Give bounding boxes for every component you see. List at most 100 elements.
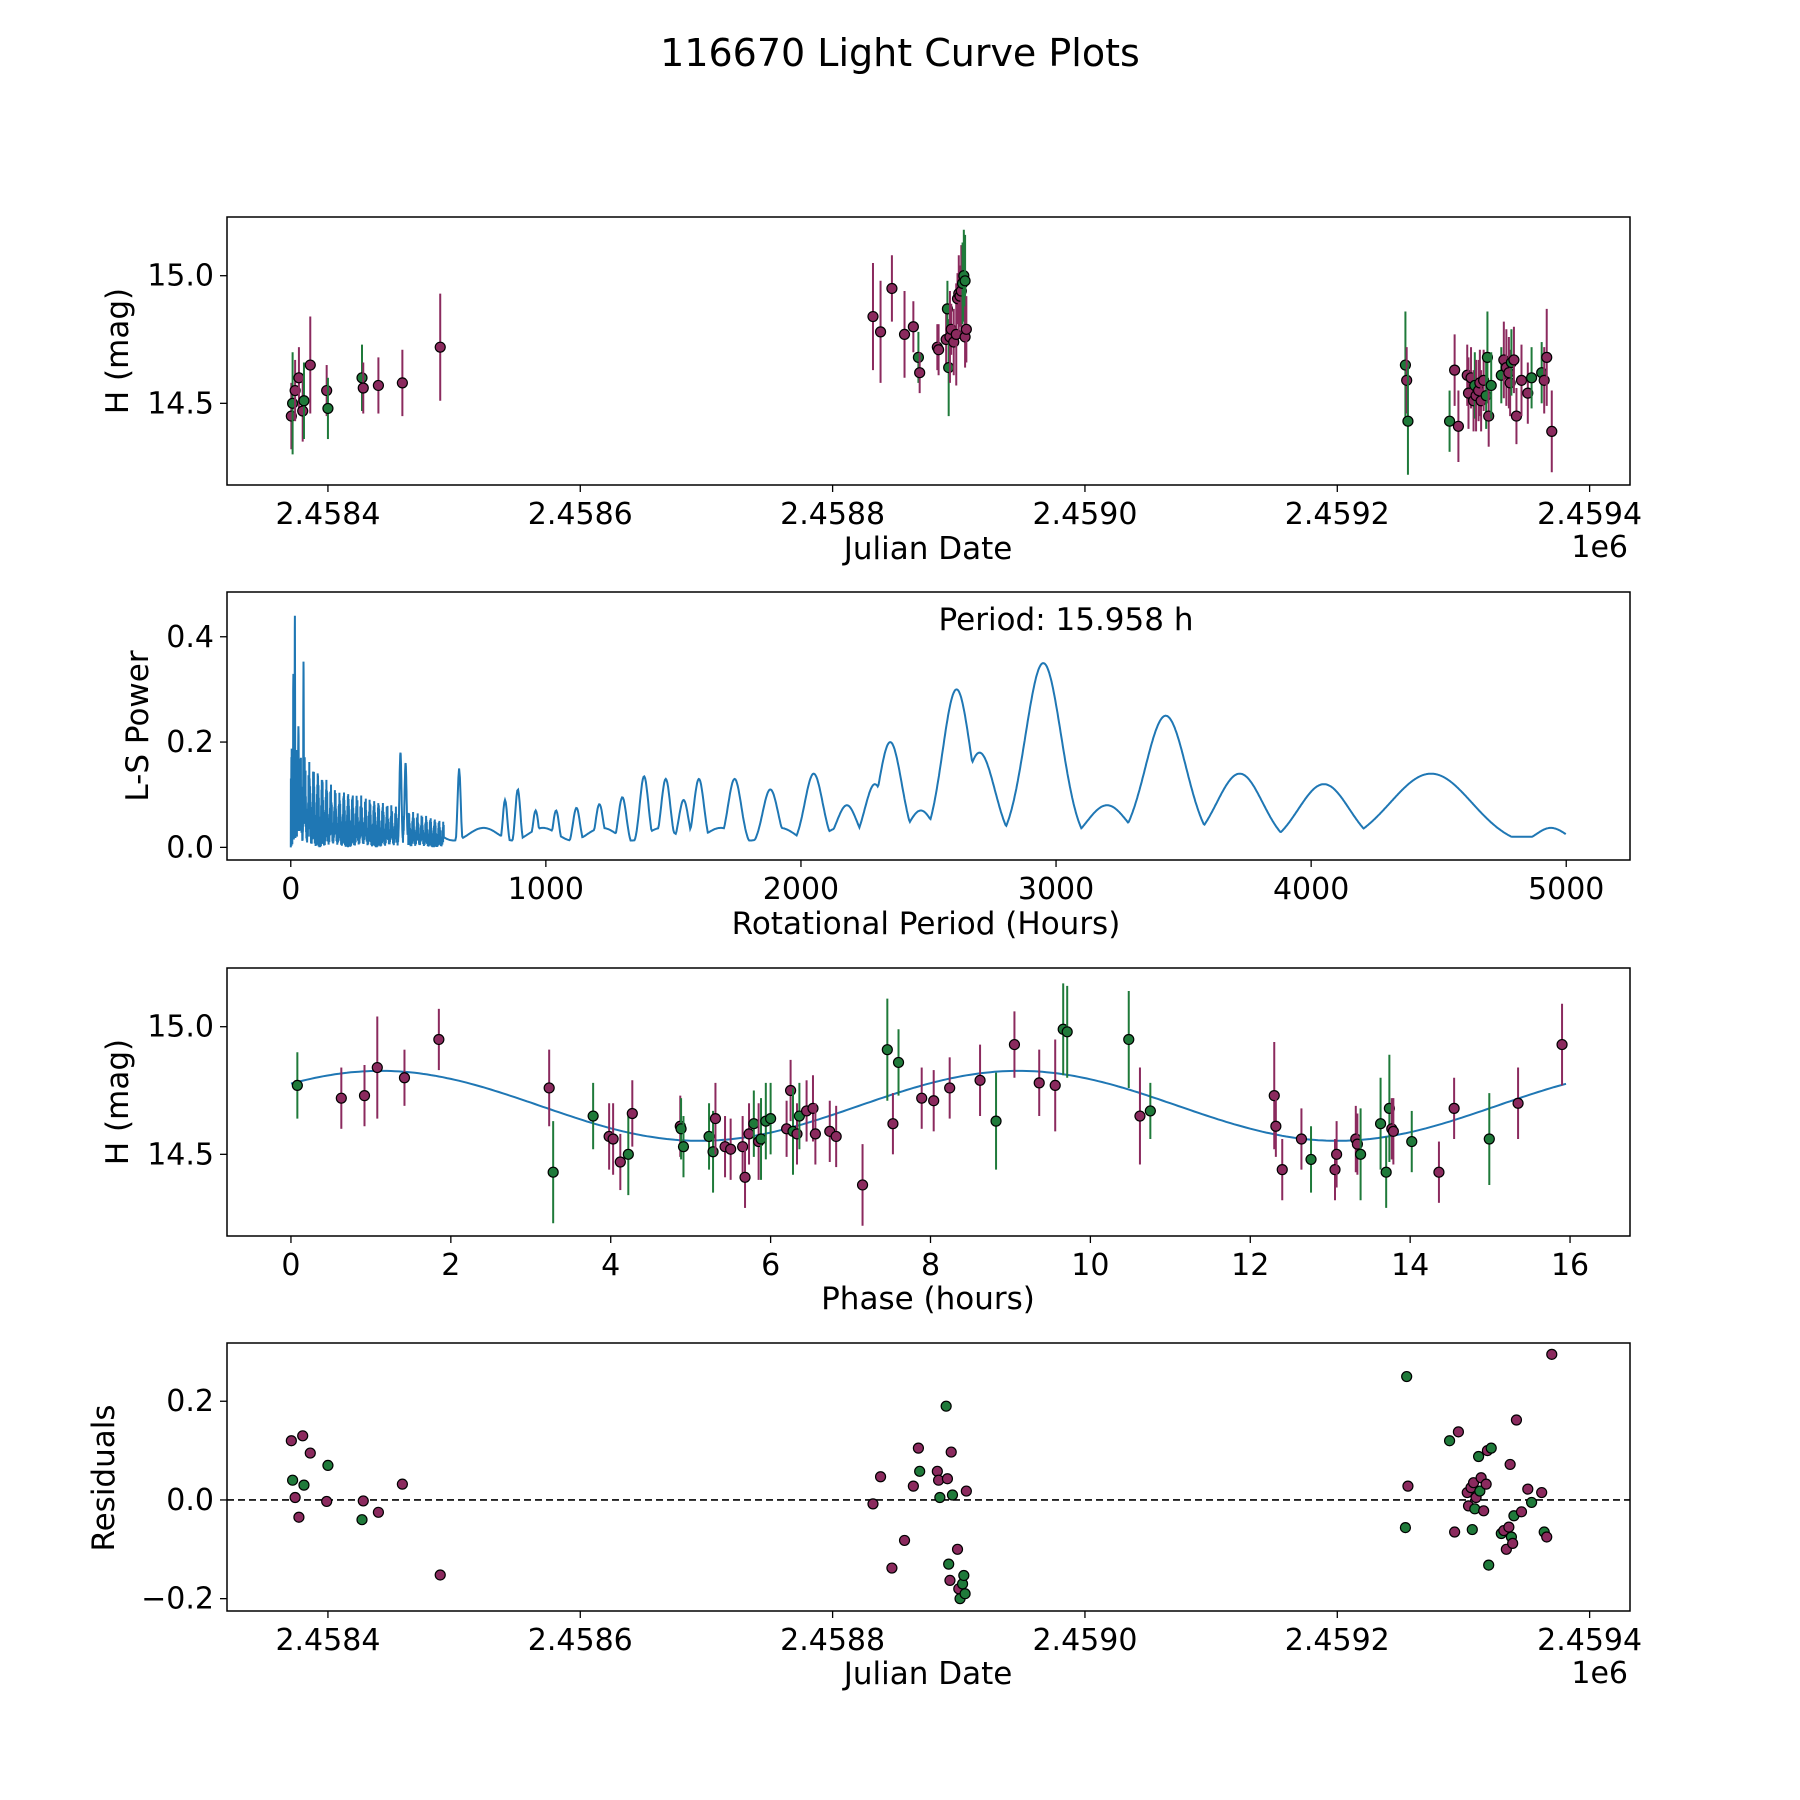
phased-point xyxy=(881,1044,893,1056)
residuals-point xyxy=(945,1446,957,1458)
residuals-point xyxy=(357,1495,369,1507)
residuals-xlabel: Julian Date xyxy=(842,1656,1013,1692)
phased-plot-area xyxy=(290,983,1568,1226)
phased-point xyxy=(709,1112,722,1125)
residuals-point xyxy=(396,1478,408,1490)
lightcurve-xtick-label: 2.4590 xyxy=(1032,497,1137,532)
residuals-point xyxy=(898,1534,911,1547)
residuals-ylabel: Residuals xyxy=(86,1404,122,1551)
phased-point xyxy=(809,1128,821,1140)
lightcurve-point xyxy=(1510,410,1523,422)
periodogram-ytick-label: 0.2 xyxy=(166,725,214,760)
phased-point xyxy=(1387,1125,1399,1137)
lightcurve-point xyxy=(886,282,898,295)
phased-panel: 0 2 4 6 8 10 12 14 16 14.5 15.0 Phase (hours) H (m… xyxy=(100,967,1631,1317)
lightcurve-point xyxy=(914,367,926,379)
lightcurve-point xyxy=(1481,351,1494,363)
phased-point xyxy=(1406,1135,1418,1148)
lightcurve-point xyxy=(1402,415,1414,427)
phased-point xyxy=(607,1133,619,1145)
residuals-point xyxy=(1485,1442,1497,1454)
phased-point xyxy=(1134,1110,1146,1122)
phased-point xyxy=(335,1092,347,1104)
residuals-point xyxy=(940,1400,952,1412)
phased-point xyxy=(807,1102,819,1114)
lightcurve-point xyxy=(1443,415,1456,427)
residuals-point xyxy=(1525,1496,1538,1509)
phased-point xyxy=(703,1130,715,1143)
phased-point xyxy=(944,1082,956,1094)
residuals-ytick-label: 0.2 xyxy=(166,1384,214,1419)
phased-frame xyxy=(226,967,1631,1237)
lightcurve-point xyxy=(285,410,297,422)
lightcurve-ytick-label: 15.0 xyxy=(147,259,214,294)
phased-xtick-label: 10 xyxy=(1071,1248,1109,1283)
lightcurve-point xyxy=(1508,354,1520,366)
residuals-point xyxy=(1401,1370,1413,1383)
residuals-point xyxy=(287,1474,299,1486)
phased-ytick-label: 14.5 xyxy=(147,1137,214,1172)
residuals-point xyxy=(293,1511,305,1523)
residuals-point xyxy=(912,1442,925,1454)
lightcurve-point xyxy=(932,344,945,356)
residuals-point xyxy=(907,1480,919,1492)
lightcurve-point xyxy=(1401,374,1413,386)
residuals-point xyxy=(1546,1348,1558,1360)
residuals-point xyxy=(1402,1480,1414,1492)
phased-point xyxy=(1448,1102,1460,1114)
phased-xlabel: Phase (hours) xyxy=(821,1281,1035,1317)
phased-xtick-label: 16 xyxy=(1551,1248,1589,1283)
phased-xtick-label: 8 xyxy=(921,1248,940,1283)
phased-ytick-label: 15.0 xyxy=(147,1010,214,1045)
phased-point xyxy=(1512,1097,1524,1109)
phased-xtick-label: 2 xyxy=(441,1248,460,1283)
phased-point xyxy=(1433,1166,1445,1178)
residuals-point xyxy=(1474,1485,1486,1497)
phased-point xyxy=(916,1092,928,1104)
lightcurve-point xyxy=(1515,374,1528,386)
residuals-point xyxy=(1515,1506,1528,1518)
phased-point xyxy=(784,1084,797,1097)
residuals-point xyxy=(1503,1521,1515,1533)
lightcurve-point xyxy=(304,359,316,371)
phased-point xyxy=(358,1090,371,1102)
residuals-point xyxy=(874,1471,887,1483)
phased-point xyxy=(1305,1153,1317,1166)
lightcurve-point xyxy=(298,395,310,407)
figure-title: 116670 Light Curve Plots xyxy=(660,31,1140,75)
lightcurve-xtick-label: 2.4592 xyxy=(1285,497,1390,532)
residuals-xtick-label: 2.4586 xyxy=(528,1623,633,1658)
phased-point xyxy=(990,1115,1002,1127)
phased-point xyxy=(622,1148,634,1160)
lightcurve-xlabel: Julian Date xyxy=(842,531,1013,567)
residuals-point xyxy=(1452,1426,1465,1438)
residuals-point xyxy=(285,1435,297,1447)
periodogram-xtick-label: 1000 xyxy=(508,872,584,907)
residuals-point xyxy=(1510,1414,1523,1426)
lightcurve-panel: 2.4584 2.4586 2.4588 2.4590 2.4592 2.4594 14.5… xyxy=(100,216,1642,567)
phased-point xyxy=(1276,1164,1288,1176)
phased-point xyxy=(748,1118,760,1130)
residuals-point xyxy=(886,1562,898,1574)
lightcurve-point xyxy=(943,361,955,374)
lightcurve-xtick-label: 2.4584 xyxy=(275,497,380,532)
phased-point xyxy=(1049,1079,1061,1092)
lightcurve-frame xyxy=(226,216,1631,486)
phased-point xyxy=(928,1095,940,1107)
phased-point xyxy=(887,1118,899,1130)
periodogram-plot-area xyxy=(289,615,1567,848)
lightcurve-point xyxy=(322,402,334,415)
lightcurve-point xyxy=(867,310,879,323)
phased-point xyxy=(1123,1033,1135,1046)
residuals-point xyxy=(1483,1559,1495,1571)
lightcurve-point xyxy=(1485,379,1497,392)
phased-point xyxy=(291,1079,303,1092)
residuals-point xyxy=(946,1489,959,1501)
periodogram-line xyxy=(289,615,1567,848)
residuals-point xyxy=(321,1495,333,1508)
phased-point xyxy=(626,1107,638,1120)
residuals-point xyxy=(958,1569,970,1582)
periodogram-xtick-label: 3000 xyxy=(1018,872,1094,907)
residuals-xtick-label: 2.4594 xyxy=(1537,1623,1642,1658)
